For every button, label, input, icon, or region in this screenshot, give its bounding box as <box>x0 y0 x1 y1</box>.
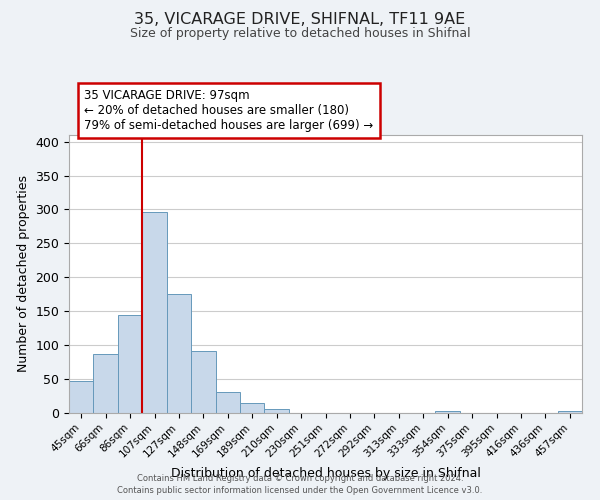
Bar <box>191 351 215 412</box>
Text: Size of property relative to detached houses in Shifnal: Size of property relative to detached ho… <box>130 28 470 40</box>
Bar <box>142 212 167 412</box>
X-axis label: Distribution of detached houses by size in Shifnal: Distribution of detached houses by size … <box>170 468 481 480</box>
Bar <box>265 409 289 412</box>
Bar <box>167 294 191 412</box>
Bar <box>557 411 582 412</box>
Bar <box>240 403 265 412</box>
Bar <box>215 392 240 412</box>
Text: 35 VICARAGE DRIVE: 97sqm
← 20% of detached houses are smaller (180)
79% of semi-: 35 VICARAGE DRIVE: 97sqm ← 20% of detach… <box>85 89 374 132</box>
Y-axis label: Number of detached properties: Number of detached properties <box>17 176 30 372</box>
Bar <box>94 354 118 412</box>
Bar <box>118 315 142 412</box>
Text: 35, VICARAGE DRIVE, SHIFNAL, TF11 9AE: 35, VICARAGE DRIVE, SHIFNAL, TF11 9AE <box>134 12 466 28</box>
Bar <box>69 380 94 412</box>
Text: Contains HM Land Registry data © Crown copyright and database right 2024.
Contai: Contains HM Land Registry data © Crown c… <box>118 474 482 495</box>
Bar <box>436 411 460 412</box>
